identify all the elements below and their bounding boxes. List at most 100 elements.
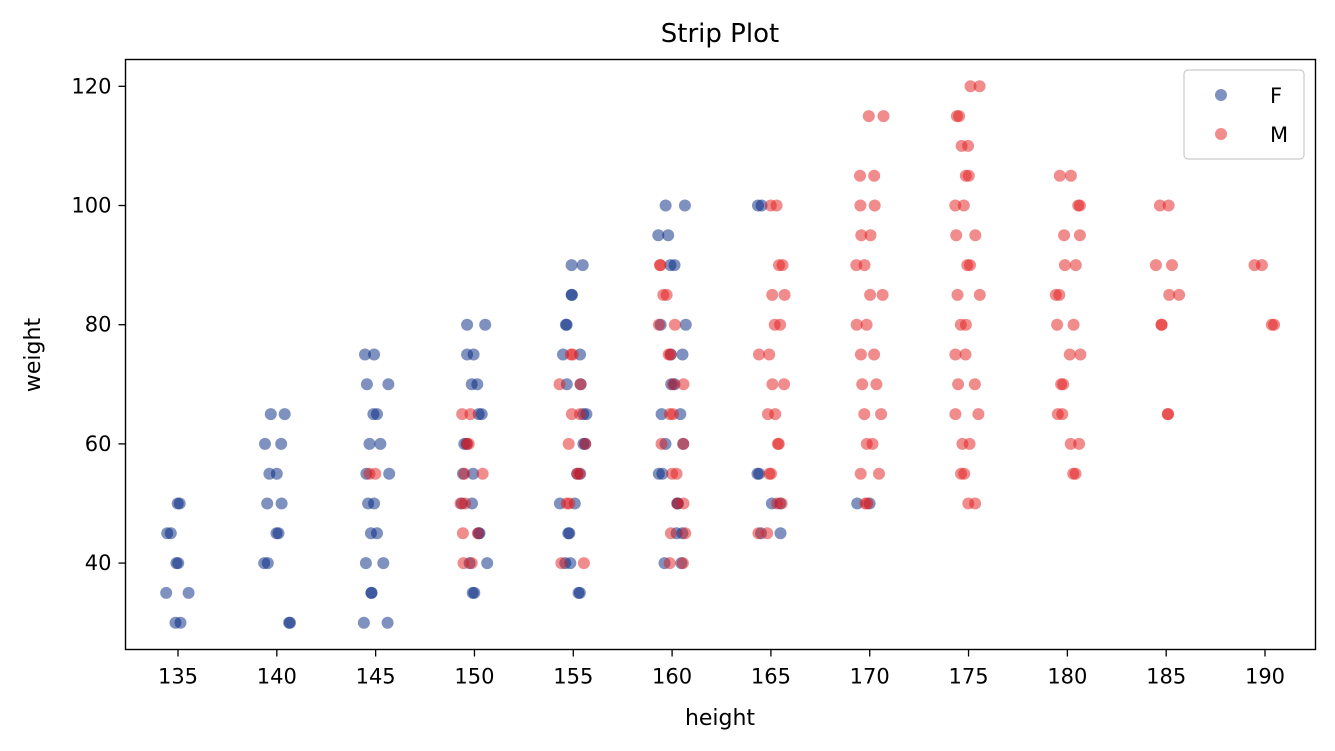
point-F-135-45-1: [164, 527, 177, 540]
point-M-175-75-0: [959, 348, 972, 361]
point-M-150-65-1: [464, 408, 477, 421]
point-M-175-85-1: [951, 288, 964, 301]
point-M-185-100-1: [1162, 199, 1175, 212]
chart-title: Strip Plot: [661, 19, 779, 49]
x-tick-label-145: 145: [356, 665, 396, 689]
y-tick-label-80: 80: [85, 313, 112, 337]
point-F-155-45-1: [563, 527, 576, 540]
point-M-175-95-0: [950, 229, 963, 242]
point-M-175-95-1: [969, 229, 982, 242]
point-M-170-70-1: [870, 378, 883, 391]
point-F-160-55-1: [656, 467, 669, 480]
point-M-190-90-1: [1255, 259, 1268, 272]
point-M-170-95-1: [864, 229, 877, 242]
point-F-145-75-0: [359, 348, 371, 361]
point-F-140-30-1: [284, 616, 296, 629]
point-M-150-40-0: [465, 557, 478, 570]
x-axis: 135 140 145 150 155 160 165 170 175 180 185 190: [158, 649, 1285, 689]
point-M-170-90-0: [858, 259, 871, 272]
y-axis: 40 60 80 100 120: [71, 74, 126, 575]
point-M-150-55-1: [458, 467, 471, 480]
point-M-170-95-0: [855, 229, 868, 242]
point-F-145-30-0: [357, 616, 370, 629]
x-tick-label-140: 140: [257, 665, 297, 689]
point-F-155-35-1: [573, 586, 586, 599]
point-M-175-55-1: [955, 467, 967, 480]
x-tick-label-150: 150: [454, 665, 494, 689]
point-M-145-55-1: [369, 467, 382, 480]
point-M-180-55-1: [1067, 467, 1080, 480]
point-F-155-80-1: [559, 318, 572, 331]
point-M-165-80-1: [774, 318, 787, 331]
point-M-175-70-1: [968, 378, 981, 391]
point-M-180-105-0: [1053, 169, 1066, 182]
point-M-165-65-1: [761, 408, 774, 421]
point-F-140-50-0: [275, 497, 288, 510]
x-tick-label-170: 170: [850, 665, 890, 689]
point-M-180-60-0: [1073, 437, 1086, 450]
point-M-155-70-0: [553, 378, 566, 391]
point-M-170-100-1: [854, 199, 867, 212]
point-M-160-70-0: [667, 378, 680, 391]
point-M-165-85-0: [766, 288, 779, 301]
point-F-155-40-1: [564, 557, 577, 570]
point-M-170-90-1: [850, 259, 863, 272]
point-M-190-80-1: [1265, 318, 1278, 331]
point-F-140-60-1: [259, 437, 271, 450]
point-M-170-115-0: [862, 110, 875, 123]
point-M-185-65-1: [1162, 408, 1175, 421]
point-F-145-45-1: [364, 527, 377, 540]
point-F-150-35-1: [468, 586, 481, 599]
point-F-135-50-1: [173, 497, 186, 510]
point-M-170-55-0: [873, 467, 885, 480]
point-F-155-85-1: [565, 288, 578, 301]
legend-label-M: M: [1270, 123, 1288, 147]
point-F-145-70-1: [360, 378, 373, 391]
point-M-170-105-1: [854, 169, 866, 182]
point-M-175-100-1: [949, 199, 962, 212]
x-tick-label-160: 160: [652, 665, 692, 689]
point-M-160-90-1: [654, 259, 666, 272]
point-M-180-95-0: [1058, 229, 1071, 242]
point-M-150-45-1: [456, 527, 469, 540]
point-F-145-40-0: [359, 557, 372, 570]
point-F-140-40-1: [258, 557, 271, 570]
point-M-160-65-1: [663, 408, 676, 421]
point-M-180-105-1: [1064, 169, 1077, 182]
point-F-170-50-1: [851, 497, 864, 510]
point-M-165-45-1: [761, 527, 774, 540]
point-M-150-60-1: [462, 437, 475, 450]
point-M-170-105-0: [868, 169, 881, 182]
point-M-185-85-0: [1173, 288, 1186, 301]
point-M-160-60-0: [655, 437, 668, 450]
point-M-180-70-1: [1057, 378, 1070, 391]
x-tick-label-165: 165: [751, 665, 791, 689]
point-M-155-65-1: [574, 408, 586, 421]
y-axis-label: weight: [21, 318, 46, 393]
point-M-170-85-0: [876, 288, 889, 301]
x-tick-label-175: 175: [948, 665, 988, 689]
point-M-165-60-1: [772, 437, 785, 450]
series-M: [363, 80, 1281, 570]
point-M-180-60-1: [1064, 437, 1077, 450]
legend: FM: [1183, 69, 1305, 160]
point-M-180-90-1: [1058, 259, 1071, 272]
y-tick-label-60: 60: [85, 432, 112, 456]
point-F-150-80-0: [461, 318, 474, 331]
point-M-175-75-1: [949, 348, 962, 361]
point-M-165-90-1: [776, 259, 789, 272]
point-F-165-45-0: [774, 527, 787, 540]
point-M-175-50-1: [962, 497, 975, 510]
point-M-175-120-1: [964, 80, 977, 93]
point-F-150-65-1: [472, 408, 485, 421]
point-F-140-65-0: [264, 408, 277, 421]
point-M-170-80-1: [860, 318, 873, 331]
point-M-180-80-0: [1051, 318, 1064, 331]
plot-area: [160, 80, 1281, 629]
point-M-170-60-1: [860, 437, 873, 450]
point-F-135-35-0: [160, 586, 173, 599]
point-F-155-90-0: [565, 259, 578, 272]
point-M-180-80-1: [1067, 318, 1080, 331]
